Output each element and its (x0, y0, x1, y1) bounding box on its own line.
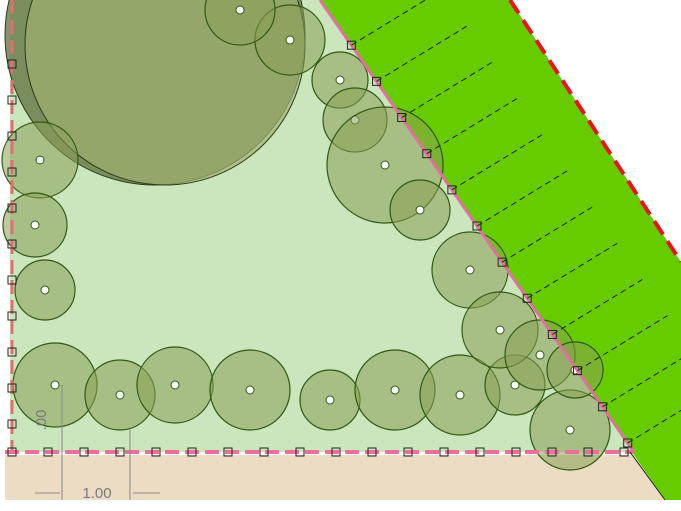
tree-trunk (456, 391, 464, 399)
dimension-label: .00 (33, 410, 50, 431)
tree-trunk (36, 156, 44, 164)
tree-trunk (41, 286, 49, 294)
tree-trunk (246, 386, 254, 394)
tree-trunk (466, 266, 474, 274)
tree-trunk (381, 161, 389, 169)
tree-trunk (116, 391, 124, 399)
site-plan: 1.00 .00 (0, 0, 681, 511)
tree-trunk (236, 6, 244, 14)
tree-trunk (31, 221, 39, 229)
dimension-label: 1.00 (82, 485, 111, 502)
tree-trunk (536, 351, 544, 359)
tree-trunk (496, 326, 504, 334)
tree-trunk (171, 381, 179, 389)
tree-trunk (416, 206, 424, 214)
tree-trunk (566, 426, 574, 434)
tree-trunk (391, 386, 399, 394)
tree-trunk (336, 76, 344, 84)
tree-trunk (326, 396, 334, 404)
tree-trunk (51, 381, 59, 389)
tree-trunk (286, 36, 294, 44)
